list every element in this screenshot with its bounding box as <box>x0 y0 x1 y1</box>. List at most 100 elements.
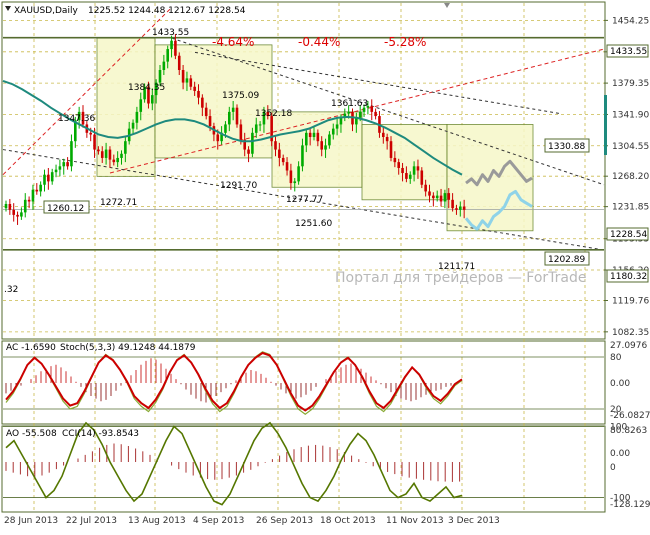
candle-body-51 <box>201 97 204 108</box>
candle-body-30 <box>120 153 123 158</box>
candle-body-44 <box>174 40 177 56</box>
candle-body-43 <box>170 40 173 50</box>
candle-body-96 <box>374 111 377 117</box>
candle-body-105 <box>408 174 412 179</box>
date-label-3: 4 Sep 2013 <box>193 516 244 526</box>
candle-body-85 <box>331 128 335 135</box>
ohlc-label: 1225.52 1244.48 1212.67 1228.54 <box>88 6 246 16</box>
candle-body-1 <box>8 204 12 210</box>
candle-body-14 <box>58 166 62 170</box>
price-tick-label-2: 1379.35 <box>612 79 649 89</box>
gray-channel-mid <box>194 51 561 115</box>
candle-body-106 <box>412 166 416 175</box>
candle-body-99 <box>385 137 389 142</box>
candle-body-23 <box>93 134 96 150</box>
ac-tick-label-1: 80 <box>610 353 622 363</box>
price-tick-label-6: 1231.85 <box>612 203 649 213</box>
candle-body-11 <box>47 174 50 182</box>
candle-body-2 <box>12 209 15 215</box>
scroll-handle[interactable] <box>604 95 607 155</box>
candles-layer <box>4 33 466 225</box>
candle-body-26 <box>104 149 108 158</box>
candle-body-80 <box>312 132 316 137</box>
candle-body-114 <box>443 193 447 202</box>
candle-body-84 <box>328 134 331 146</box>
candle-body-59 <box>231 107 235 112</box>
projection-layer <box>464 159 533 231</box>
candle-body-82 <box>320 141 323 150</box>
candle-body-24 <box>97 149 100 152</box>
candle-body-52 <box>204 107 208 117</box>
price-label-1347: 1347.36 <box>58 114 95 124</box>
price-label-1277: 1277.77 <box>286 195 323 205</box>
percent-change-3: -5.28% <box>384 35 426 49</box>
price-tick-label-3: 1341.90 <box>612 110 649 120</box>
price-tick-label-4: 1304.55 <box>612 142 649 152</box>
symbol-label: XAUUSD,Daily <box>14 6 78 16</box>
candle-body-62 <box>243 139 246 150</box>
level-box-1202 <box>544 251 590 266</box>
candle-body-89 <box>347 111 350 114</box>
candle-body-53 <box>208 116 212 127</box>
stoch-label: Stoch(5,3,3) 49.1248 44.1879 <box>60 343 196 353</box>
candle-body-64 <box>251 132 254 154</box>
candle-body-107 <box>416 166 420 171</box>
candle-body-95 <box>370 106 374 112</box>
cci-label: CCI(14) -93.8543 <box>62 429 139 439</box>
candle-body-13 <box>54 169 58 173</box>
candle-body-55 <box>216 134 220 142</box>
date-label-1: 22 Jul 2013 <box>66 516 117 526</box>
date-label-6: 11 Nov 2013 <box>386 516 444 526</box>
candle-body-104 <box>405 173 408 179</box>
candle-body-20 <box>81 111 85 125</box>
candle-body-72 <box>281 157 285 163</box>
candle-body-74 <box>289 170 293 184</box>
candle-body-77 <box>301 145 304 167</box>
projection-upper <box>465 159 533 187</box>
candle-body-9 <box>39 184 42 192</box>
candle-body-68 <box>266 111 270 117</box>
ao-tick-label-1: 100 <box>610 422 627 432</box>
axis-label-1180: 1180.32 <box>610 272 647 282</box>
axis-box-1180 <box>606 269 649 283</box>
ao-tick-label-5: -128.129 <box>610 500 650 510</box>
candle-body-60 <box>235 107 239 125</box>
price-label-1433: 1433.55 <box>152 28 189 38</box>
left-value-1260: 1260.12 <box>47 204 84 214</box>
price-tick-label-9: 1119.76 <box>612 297 649 307</box>
candle-body-112 <box>435 195 439 199</box>
channel-lines <box>2 6 605 251</box>
ao-tick-label-4: -100 <box>610 494 631 504</box>
ao-panel-frame <box>1 425 606 513</box>
candle-body-4 <box>20 212 23 217</box>
percent-change-2: -0.44% <box>298 35 340 49</box>
candle-body-48 <box>189 78 193 87</box>
candle-body-93 <box>362 107 366 112</box>
candle-body-39 <box>154 82 158 96</box>
candle-body-56 <box>220 132 223 142</box>
level-label-1202: 1202.89 <box>548 255 585 265</box>
stoch-main-line <box>5 351 463 412</box>
indicator-layer <box>3 351 604 506</box>
candle-body-41 <box>162 61 166 70</box>
candle-body-116 <box>451 199 454 209</box>
red-channel-lower <box>109 48 605 174</box>
candle-body-63 <box>247 149 250 154</box>
ac-tick-label-3: 20 <box>610 405 622 415</box>
candle-body-57 <box>224 124 227 133</box>
candle-body-94 <box>366 106 370 108</box>
candle-body-34 <box>135 111 139 123</box>
red-channel-upper <box>2 6 173 176</box>
candle-body-18 <box>74 120 77 142</box>
candle-body-78 <box>305 132 308 146</box>
candle-body-7 <box>31 189 35 202</box>
level-label-1330: 1330.88 <box>548 142 585 152</box>
ao-tick-label-3: 0 <box>610 463 616 473</box>
ac-tick-label-0: 27.0976 <box>610 341 647 351</box>
candle-body-29 <box>116 157 119 163</box>
candle-body-27 <box>108 149 112 160</box>
candle-body-79 <box>308 132 312 137</box>
candle-body-49 <box>193 86 196 91</box>
axis-box-1433 <box>606 44 649 58</box>
candle-body-37 <box>147 86 150 104</box>
